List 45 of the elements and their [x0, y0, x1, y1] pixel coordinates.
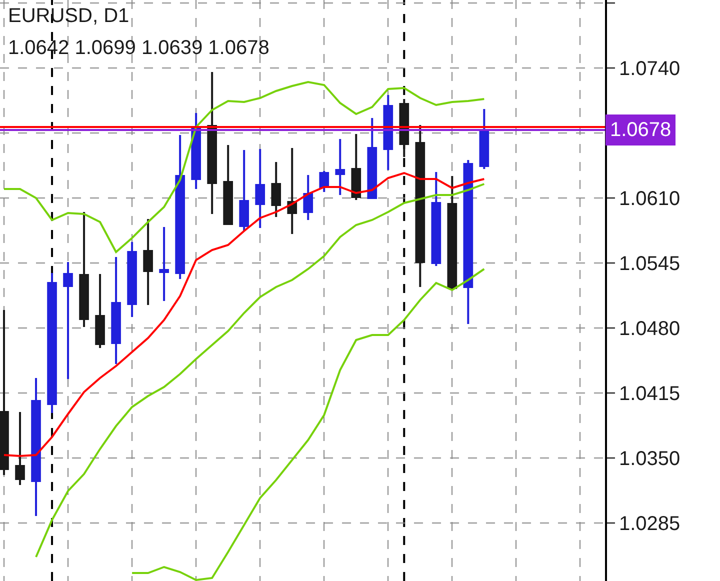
candlestick — [415, 124, 426, 288]
candlestick — [447, 175, 458, 291]
candlestick — [207, 71, 217, 215]
line-series — [3, 172, 486, 457]
candlestick — [127, 241, 137, 318]
y-tick-label: 1.0480 — [619, 318, 680, 340]
candlestick — [15, 411, 25, 486]
candlestick — [319, 170, 330, 193]
candlestick — [175, 134, 185, 280]
line-series — [35, 183, 486, 558]
y-tick-label: 1.0415 — [619, 383, 680, 405]
candlestick — [79, 211, 89, 328]
y-tick-label: 1.0545 — [619, 253, 680, 275]
candlestick — [383, 94, 394, 171]
y-tick-label: 1.0740 — [619, 58, 680, 80]
candlestick — [191, 112, 201, 190]
y-tick-label: 1.0285 — [619, 513, 680, 535]
candlestick — [143, 218, 153, 306]
line-series — [3, 81, 486, 253]
candlestick — [31, 377, 41, 517]
candlestick — [431, 171, 442, 267]
candlestick — [479, 108, 490, 170]
candlestick — [287, 147, 298, 235]
candlestick — [351, 133, 362, 201]
candlestick — [47, 272, 57, 414]
ref-line-label: 1.0678 — [610, 119, 672, 141]
candlestick — [159, 226, 169, 302]
candlestick — [223, 144, 233, 225]
candlestick — [0, 309, 9, 476]
candlestick — [463, 159, 474, 325]
candlestick — [63, 261, 73, 380]
y-tick-label: 1.0350 — [619, 448, 680, 470]
candlestick — [255, 148, 266, 229]
candlestick — [239, 149, 249, 232]
chart-title: EURUSD, D1 — [8, 5, 130, 27]
line-series — [131, 268, 486, 581]
text: 1.0642 1.0699 1.0639 1.0678 — [8, 37, 270, 59]
candlestick — [303, 174, 314, 221]
candlestick — [335, 138, 346, 196]
candlestick — [399, 98, 410, 158]
candlestick — [271, 161, 282, 218]
candlestick — [95, 273, 105, 349]
candlestick — [111, 256, 121, 365]
y-tick-label: 1.0610 — [619, 188, 680, 210]
candlestick — [367, 117, 378, 199]
